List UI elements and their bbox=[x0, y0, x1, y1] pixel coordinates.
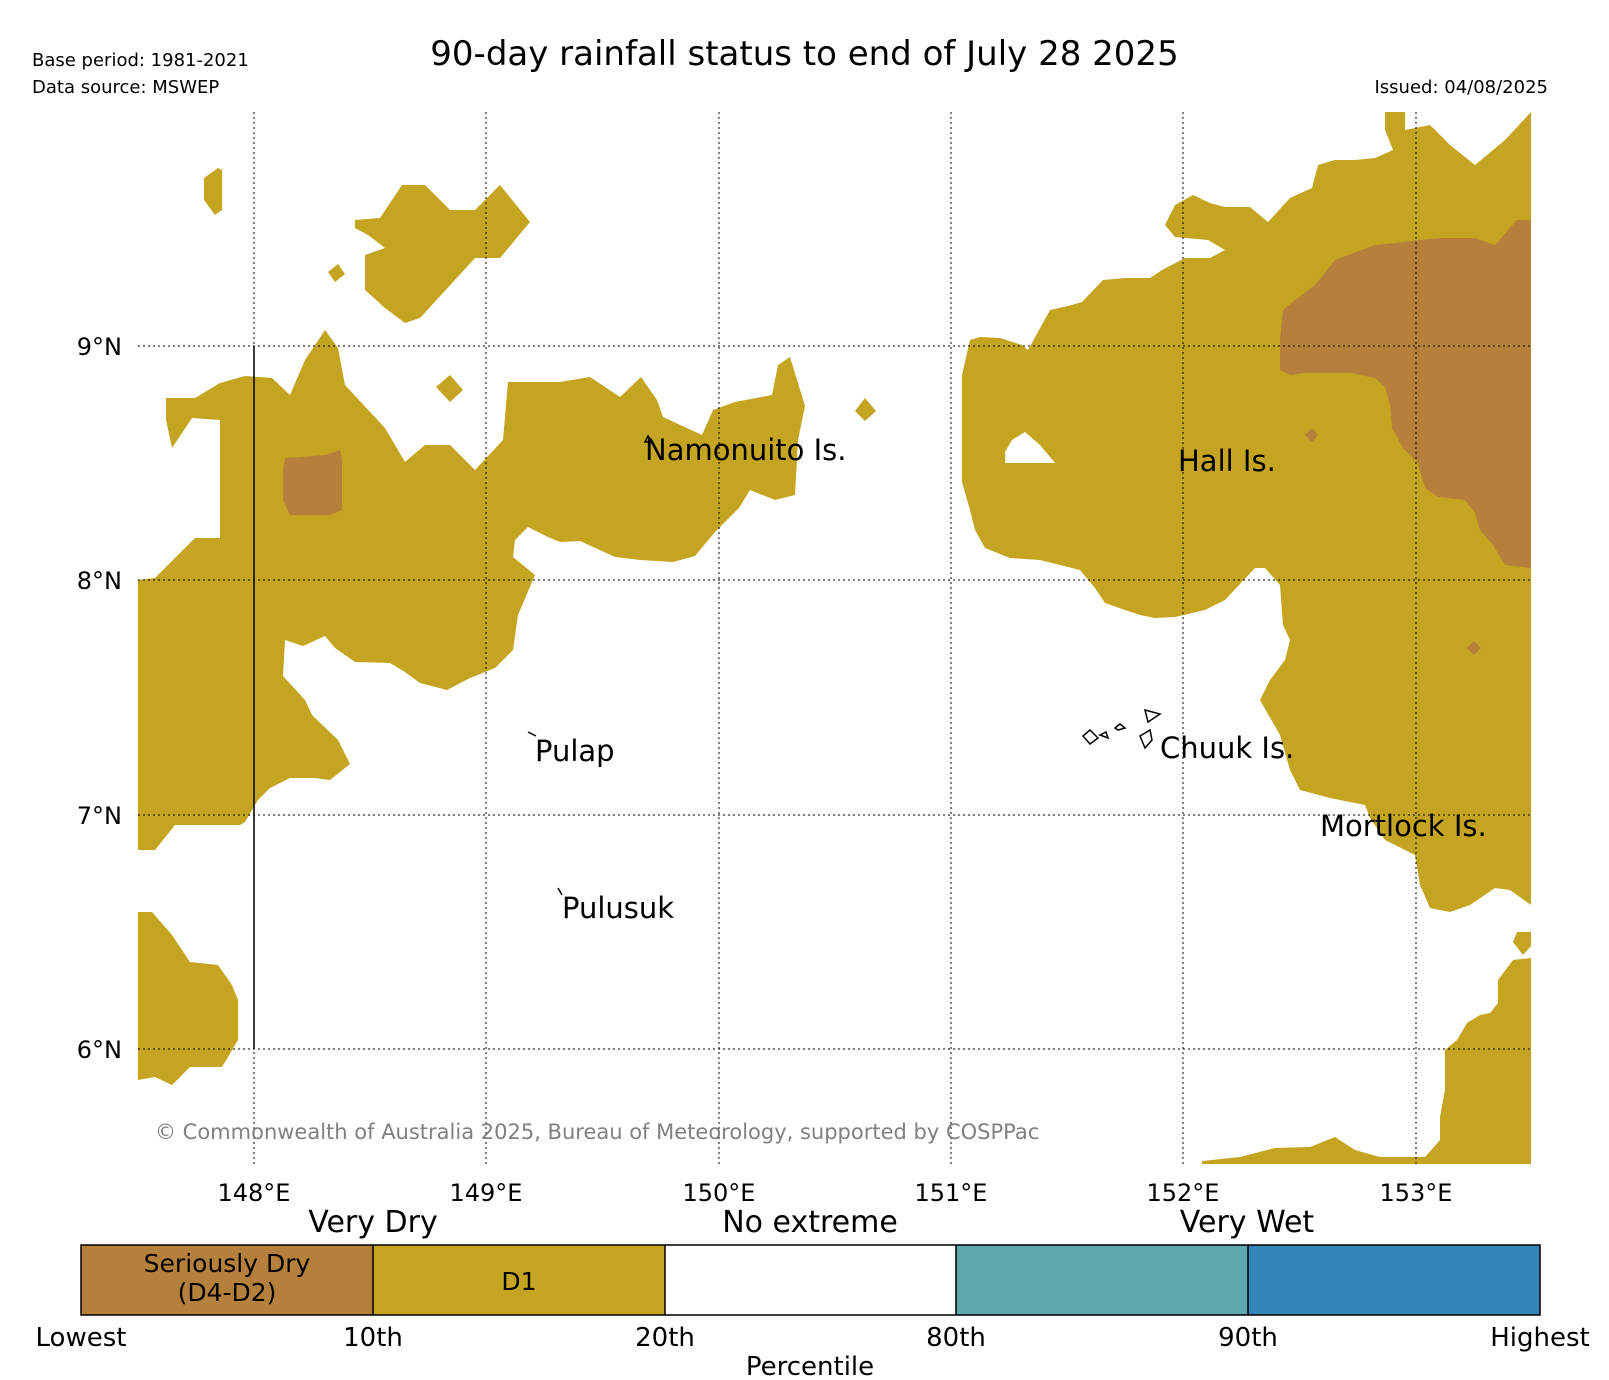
legend-box-label: Seriously Dry bbox=[144, 1249, 311, 1278]
legend-tick: 20th bbox=[635, 1323, 695, 1353]
lon-label: 153°E bbox=[1380, 1179, 1453, 1207]
legend-group-very-dry: Very Dry bbox=[308, 1205, 437, 1240]
legend-group-no-extreme: No extreme bbox=[722, 1205, 898, 1240]
issued-date-text: Issued: 04/08/2025 bbox=[1374, 77, 1548, 98]
legend-axis-label: Percentile bbox=[746, 1352, 874, 1380]
d1-region bbox=[1513, 932, 1531, 955]
seriously-dry-region bbox=[1467, 641, 1481, 655]
seriously-dry-region bbox=[283, 450, 342, 515]
rainfall-regions bbox=[138, 112, 1531, 1164]
data-source-text: Data source: MSWEP bbox=[32, 77, 220, 98]
lon-label: 150°E bbox=[683, 1179, 756, 1207]
legend: Very Dry No extreme Very Wet Seriously D… bbox=[36, 1205, 1590, 1380]
d1-region bbox=[138, 912, 238, 1085]
lat-label: 7°N bbox=[77, 802, 122, 830]
place-label-mortlock: Mortlock Is. bbox=[1320, 809, 1487, 843]
grid-lines bbox=[138, 112, 1531, 1164]
seriously-dry-region bbox=[1305, 428, 1318, 442]
legend-box-wet bbox=[956, 1245, 1248, 1315]
d1-region bbox=[962, 112, 1531, 912]
legend-tick: Highest bbox=[1490, 1323, 1590, 1353]
legend-tick: Lowest bbox=[36, 1323, 127, 1353]
lon-label: 148°E bbox=[218, 1179, 291, 1207]
legend-box-label: (D4-D2) bbox=[178, 1278, 277, 1307]
legend-box-label: D1 bbox=[501, 1267, 536, 1296]
legend-box-very-wet bbox=[1248, 1245, 1540, 1315]
lat-label: 6°N bbox=[77, 1036, 122, 1064]
place-label-pulusuk: Pulusuk bbox=[562, 891, 674, 925]
d1-region bbox=[328, 264, 345, 282]
seriously-dry-region bbox=[1280, 220, 1531, 568]
place-label-namonuito: Namonuito Is. bbox=[645, 433, 847, 467]
place-label-chuuk: Chuuk Is. bbox=[1160, 731, 1294, 765]
lat-label: 8°N bbox=[77, 567, 122, 595]
legend-box-seriously-dry bbox=[81, 1245, 373, 1315]
d1-region bbox=[355, 185, 530, 323]
d1-region bbox=[436, 375, 463, 402]
d1-region bbox=[1202, 958, 1531, 1164]
legend-box-d1 bbox=[373, 1245, 665, 1315]
lon-label: 149°E bbox=[450, 1179, 523, 1207]
island-outlines bbox=[527, 434, 1162, 896]
map-title: 90-day rainfall status to end of July 28… bbox=[430, 34, 1179, 74]
place-label-pulap: Pulap bbox=[535, 734, 615, 768]
base-period-text: Base period: 1981-2021 bbox=[32, 50, 249, 71]
d1-region bbox=[855, 398, 876, 421]
d1-region bbox=[138, 330, 805, 850]
d1-region bbox=[204, 168, 222, 215]
legend-tick: 90th bbox=[1218, 1323, 1278, 1353]
lon-label: 151°E bbox=[915, 1179, 988, 1207]
legend-tick: 10th bbox=[343, 1323, 403, 1353]
place-label-hall: Hall Is. bbox=[1178, 444, 1276, 478]
lat-label: 9°N bbox=[77, 333, 122, 361]
lon-label: 152°E bbox=[1147, 1179, 1220, 1207]
copyright-text: © Commonwealth of Australia 2025, Bureau… bbox=[155, 1120, 1039, 1144]
legend-tick: 80th bbox=[926, 1323, 986, 1353]
legend-group-very-wet: Very Wet bbox=[1180, 1205, 1315, 1240]
legend-box-no-extreme bbox=[665, 1245, 956, 1315]
